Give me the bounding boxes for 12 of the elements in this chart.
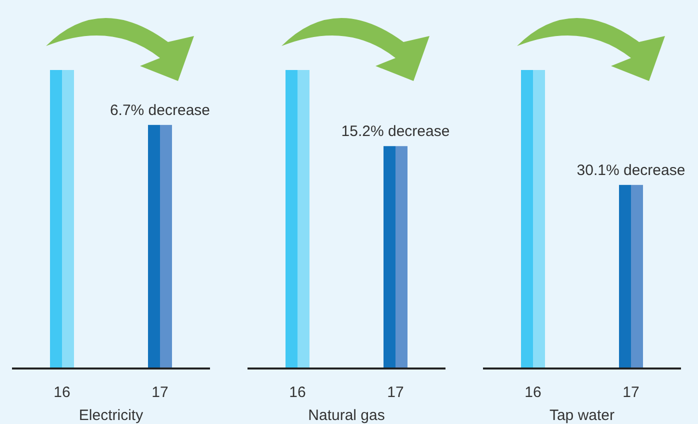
- x-tick-label: 16: [524, 384, 542, 401]
- x-axis-title: Natural gas: [308, 407, 385, 424]
- x-tick-label: 16: [289, 384, 306, 401]
- annotation: 15.2% decrease: [341, 123, 450, 140]
- x-axis-title: Electricity: [78, 407, 144, 424]
- annotation: 6.7% decrease: [110, 102, 210, 119]
- x-tick-label: 17: [622, 384, 640, 401]
- x-tick-label: 17: [387, 384, 404, 401]
- x-tick-label: 16: [54, 384, 70, 401]
- x-axis-title: Tap water: [549, 407, 615, 424]
- x-tick-label: 17: [152, 384, 168, 401]
- annotation: 30.1% decrease: [576, 162, 686, 179]
